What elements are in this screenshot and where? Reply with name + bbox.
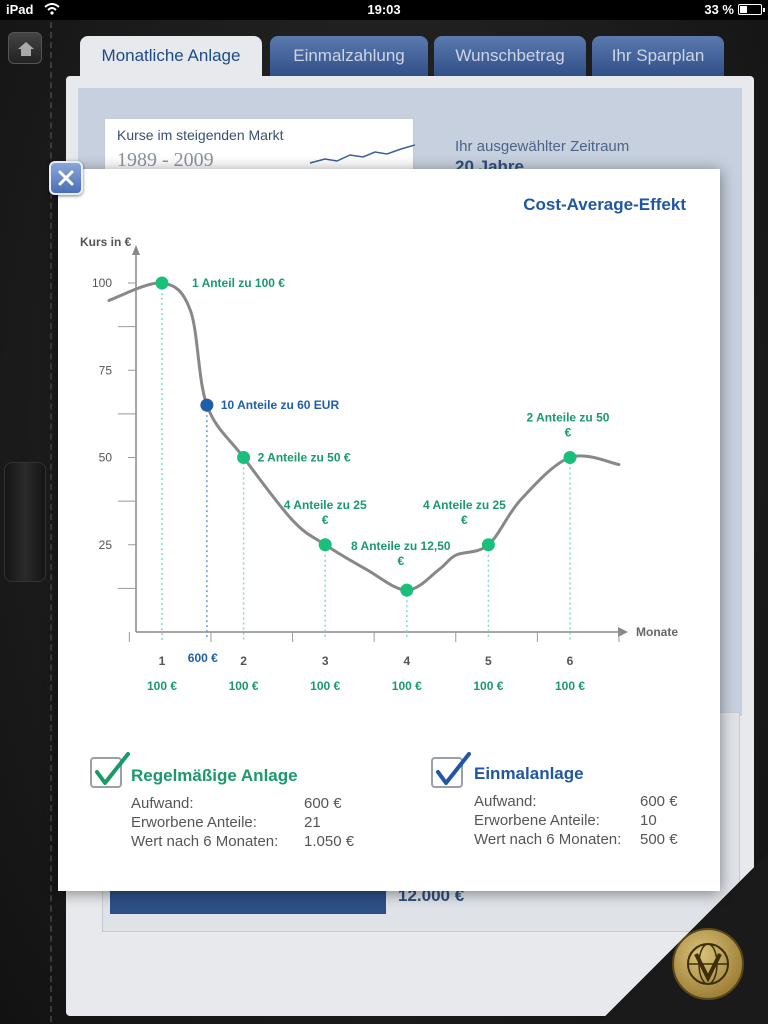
y-tick-label: 100 xyxy=(92,276,112,290)
cover-strap xyxy=(4,462,46,582)
x-axis-arrow xyxy=(618,627,628,637)
x-tick-label: 4 xyxy=(403,654,410,668)
amount-bar xyxy=(110,890,386,914)
trend-title: Kurse im steigenden Markt xyxy=(117,127,284,143)
cost-average-dialog xyxy=(58,169,720,891)
battery-percentage: 33 % xyxy=(704,2,734,17)
point-label: 4 Anteile zu 25 € xyxy=(284,498,367,527)
tab-ihr-sparplan[interactable]: Ihr Sparplan xyxy=(592,36,724,76)
y-tick-label: 50 xyxy=(99,451,113,465)
point-label: 2 Anteile zu 50 € xyxy=(258,451,351,465)
close-icon xyxy=(58,170,74,186)
single-cost-label: Aufwand: xyxy=(474,793,537,810)
x-tick-label: 5 xyxy=(485,654,492,668)
home-button[interactable] xyxy=(8,32,42,64)
wifi-icon xyxy=(44,3,60,15)
tab-wunschbetrag[interactable]: Wunschbetrag xyxy=(434,36,586,76)
trend-sparkline xyxy=(309,144,415,164)
point-label: 2 Anteile zu 50 € xyxy=(527,411,610,440)
market-trend-box[interactable]: Kurse im steigenden Markt 1989 - 2009 xyxy=(104,118,415,178)
price-curve xyxy=(107,281,621,592)
checkbox-checked-icon xyxy=(431,752,471,788)
dialog-title: Cost-Average-Effekt xyxy=(523,195,686,214)
single-cost-value: 600 € xyxy=(640,793,678,810)
x-tick-label: 3 xyxy=(322,654,329,668)
checkbox-checked-icon xyxy=(90,752,130,788)
purchase-point xyxy=(318,538,332,552)
single-shares-value: 10 xyxy=(640,812,657,829)
close-button[interactable] xyxy=(49,161,83,195)
regular-cost-value: 600 € xyxy=(304,795,342,812)
payment-label: 100 € xyxy=(229,679,259,693)
x-tick-label: 6 xyxy=(567,654,574,668)
purchase-point xyxy=(155,276,169,290)
purchase-point xyxy=(481,538,495,552)
trend-years: 1989 - 2009 xyxy=(117,149,214,171)
device-name: iPad xyxy=(6,2,34,17)
point-label: 1 Anteil zu 100 € xyxy=(192,276,285,290)
purchase-point xyxy=(200,398,214,412)
tab-monatliche-anlage[interactable]: Monatliche Anlage xyxy=(80,36,262,76)
y-tick-label: 25 xyxy=(99,538,113,552)
regular-shares-value: 21 xyxy=(304,814,321,831)
x-tick-label: 1 xyxy=(159,654,166,668)
regular-value-value: 1.050 € xyxy=(304,833,355,850)
y-tick-label: 75 xyxy=(99,363,113,377)
single-value-value: 500 € xyxy=(640,831,678,848)
cost-average-chart: Kurs in € Monate 100 75 50 25 1 100 € 2 100 € 3 100… xyxy=(80,235,678,693)
single-shares-label: Erworbene Anteile: xyxy=(474,812,600,829)
payment-label: 100 € xyxy=(310,679,340,693)
regular-investment-title: Regelmäßige Anlage xyxy=(131,766,298,785)
payment-label: 100 € xyxy=(555,679,585,693)
x-axis-label: Monate xyxy=(636,625,678,639)
single-payment-label: 600 € xyxy=(188,651,218,665)
battery-icon xyxy=(738,4,765,15)
globe-logo-icon xyxy=(687,943,729,985)
payment-label: 100 € xyxy=(392,679,422,693)
regular-cost-label: Aufwand: xyxy=(131,795,194,812)
stitching xyxy=(50,22,52,1022)
tab-einmalzahlung[interactable]: Einmalzahlung xyxy=(270,36,428,76)
x-tick-label: 2 xyxy=(240,654,247,668)
single-investment-title: Einmalanlage xyxy=(474,764,584,783)
purchase-point xyxy=(237,451,251,464)
brand-logo xyxy=(672,928,744,1000)
y-axis-arrow xyxy=(132,245,140,255)
status-bar: iPad 19:03 33 % xyxy=(0,0,768,20)
payment-label: 100 € xyxy=(473,679,503,693)
payment-label: 100 € xyxy=(147,679,177,693)
clock: 19:03 xyxy=(367,2,401,17)
purchase-point xyxy=(400,583,414,597)
purchase-point xyxy=(563,451,577,464)
point-label: 4 Anteile zu 25 € xyxy=(423,498,506,527)
y-axis-label: Kurs in € xyxy=(80,235,132,249)
regular-value-label: Wert nach 6 Monaten: xyxy=(131,833,279,850)
point-label: 10 Anteile zu 60 EUR xyxy=(221,398,340,412)
regular-shares-label: Erworbene Anteile: xyxy=(131,814,257,831)
period-label: Ihr ausgewählter Zeitraum xyxy=(455,138,630,155)
home-icon xyxy=(18,42,34,56)
point-label: 8 Anteile zu 12,50 € xyxy=(351,539,451,568)
single-value-label: Wert nach 6 Monaten: xyxy=(474,831,622,848)
